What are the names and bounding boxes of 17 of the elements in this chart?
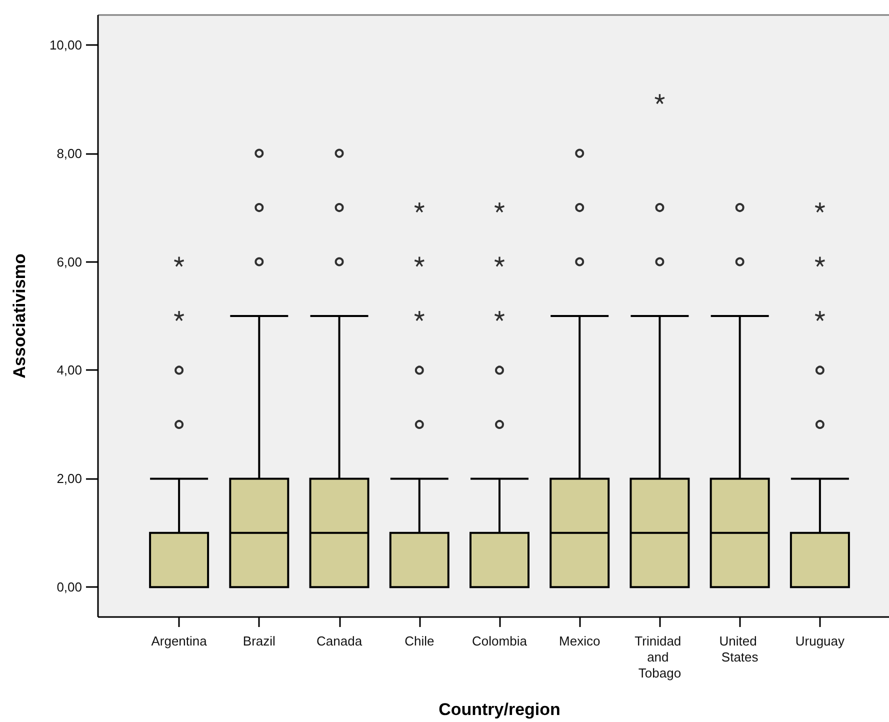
x-tick-label: Mexico <box>559 634 600 648</box>
y-tick-label: 8,00 <box>56 146 82 161</box>
x-tick-label: Argentina <box>151 634 208 648</box>
y-axis-title: Associativismo <box>10 254 29 378</box>
y-tick-label: 4,00 <box>56 362 82 378</box>
x-tick-label: Brazil <box>242 634 276 648</box>
y-tick-label: 0,00 <box>56 580 82 595</box>
x-axis-title: Country/region <box>438 700 560 719</box>
x-tick-label: Colombia <box>472 634 528 648</box>
x-tick-label: United States <box>719 634 760 664</box>
x-tick-label: Chile <box>404 634 434 648</box>
x-tick-label: Trinidad and Tobago <box>634 634 685 680</box>
y-tick-label: 10,00 <box>49 37 82 52</box>
x-tick-label: Uruguay <box>795 634 846 648</box>
y-tick-label: 2,00 <box>56 471 82 486</box>
x-tick-label: Canada <box>316 634 363 648</box>
y-tick-label: 6,00 <box>56 254 82 270</box>
